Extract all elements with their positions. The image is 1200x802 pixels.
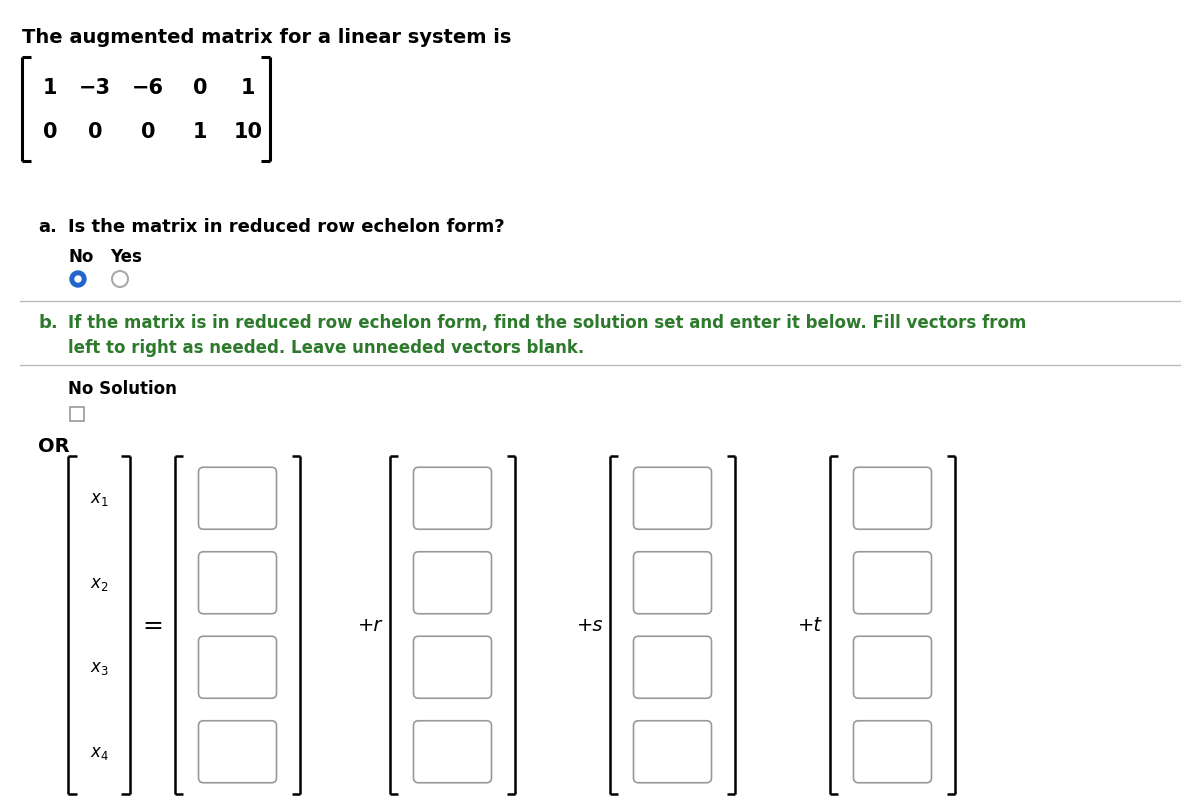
Text: $x_4$: $x_4$ bbox=[90, 743, 108, 761]
FancyBboxPatch shape bbox=[853, 721, 931, 783]
FancyBboxPatch shape bbox=[853, 468, 931, 529]
FancyBboxPatch shape bbox=[414, 721, 492, 783]
Text: b.: b. bbox=[38, 314, 58, 331]
Text: $x_3$: $x_3$ bbox=[90, 658, 108, 676]
Text: $x_2$: $x_2$ bbox=[90, 574, 108, 592]
Text: No Solution: No Solution bbox=[68, 379, 176, 398]
FancyBboxPatch shape bbox=[634, 721, 712, 783]
Text: +r: +r bbox=[358, 616, 382, 634]
Text: If the matrix is in reduced row echelon form, find the solution set and enter it: If the matrix is in reduced row echelon … bbox=[68, 314, 1026, 357]
FancyBboxPatch shape bbox=[414, 552, 492, 614]
Text: OR: OR bbox=[38, 436, 70, 456]
Text: 1: 1 bbox=[241, 78, 256, 98]
Text: +s: +s bbox=[577, 616, 604, 634]
Text: No: No bbox=[68, 248, 94, 265]
Text: The augmented matrix for a linear system is: The augmented matrix for a linear system… bbox=[22, 28, 511, 47]
Text: 0: 0 bbox=[88, 122, 102, 142]
FancyBboxPatch shape bbox=[634, 552, 712, 614]
FancyBboxPatch shape bbox=[414, 468, 492, 529]
FancyBboxPatch shape bbox=[853, 552, 931, 614]
Text: +t: +t bbox=[798, 616, 822, 634]
Text: −6: −6 bbox=[132, 78, 164, 98]
FancyBboxPatch shape bbox=[198, 468, 276, 529]
FancyBboxPatch shape bbox=[853, 637, 931, 699]
Text: −3: −3 bbox=[79, 78, 112, 98]
Circle shape bbox=[112, 272, 128, 288]
Bar bbox=[70, 407, 84, 422]
Text: 0: 0 bbox=[140, 122, 155, 142]
Circle shape bbox=[74, 277, 82, 282]
FancyBboxPatch shape bbox=[634, 468, 712, 529]
Text: =: = bbox=[143, 614, 163, 638]
FancyBboxPatch shape bbox=[198, 721, 276, 783]
Text: Yes: Yes bbox=[110, 248, 142, 265]
Text: a.: a. bbox=[38, 217, 56, 236]
Text: 0: 0 bbox=[43, 122, 58, 142]
FancyBboxPatch shape bbox=[634, 637, 712, 699]
Circle shape bbox=[70, 272, 86, 288]
FancyBboxPatch shape bbox=[198, 637, 276, 699]
Text: 1: 1 bbox=[43, 78, 58, 98]
FancyBboxPatch shape bbox=[198, 552, 276, 614]
FancyBboxPatch shape bbox=[414, 637, 492, 699]
Text: 0: 0 bbox=[193, 78, 208, 98]
Text: Is the matrix in reduced row echelon form?: Is the matrix in reduced row echelon for… bbox=[68, 217, 505, 236]
Text: 1: 1 bbox=[193, 122, 208, 142]
Text: 10: 10 bbox=[234, 122, 263, 142]
Text: $x_1$: $x_1$ bbox=[90, 490, 108, 508]
